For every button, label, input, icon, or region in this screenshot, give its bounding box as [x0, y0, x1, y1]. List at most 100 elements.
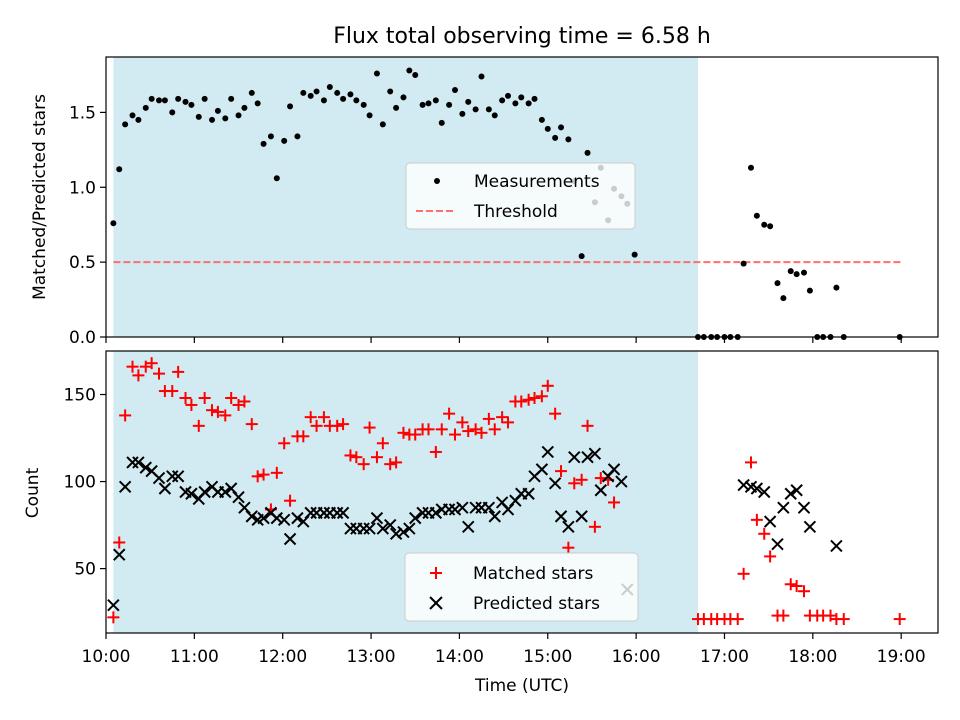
measurement-point — [347, 91, 354, 98]
predicted-star-point — [344, 522, 357, 535]
measurement-point — [307, 92, 314, 99]
measurement-point — [393, 104, 400, 111]
measurement-point — [451, 86, 458, 93]
matched-star-point — [475, 426, 488, 439]
predicted-star-point — [132, 456, 145, 469]
measurement-point — [241, 104, 248, 111]
matched-star-point — [337, 418, 350, 431]
predicted-star-point — [245, 510, 258, 523]
measurement-point — [161, 97, 168, 104]
predicted-star-point — [158, 482, 172, 495]
matched-star-point — [594, 472, 607, 485]
predicted-star-point — [416, 506, 429, 520]
matched-star-point — [270, 466, 283, 479]
measurement-point — [472, 106, 479, 113]
x-tick-label: 12:00 — [258, 647, 307, 667]
matched-star-point — [443, 407, 456, 420]
predicted-star-point — [469, 501, 482, 514]
top-panel: 0.0 0.5 1.0 1.5 Matched/Predicted stars Mea… — [30, 56, 939, 348]
matched-star-point — [331, 419, 344, 432]
measurement-point — [110, 220, 117, 227]
measurement-point — [360, 101, 367, 108]
measurement-point — [214, 107, 221, 114]
predicted-star-point — [482, 501, 496, 514]
matched-star-point — [528, 392, 541, 404]
predicted-star-point — [488, 510, 501, 523]
matched-star-point — [496, 411, 509, 424]
matched-star-point — [363, 421, 376, 434]
measurement-point — [425, 100, 432, 107]
measurement-point — [505, 92, 512, 99]
matched-star-point — [456, 416, 469, 429]
predicted-star-point — [541, 445, 554, 459]
bottom-legend: Matched stars Predicted stars — [404, 552, 639, 622]
matched-star-point — [482, 412, 495, 425]
y-tick-label: 1.5 — [69, 103, 96, 123]
matched-star-point — [784, 578, 797, 591]
matched-star-point — [370, 451, 383, 464]
predicted-star-point — [152, 471, 166, 485]
matched-star-point — [448, 428, 461, 441]
plot-frame — [105, 350, 939, 634]
matched-star-point — [422, 423, 435, 436]
measurement-point — [209, 116, 216, 123]
predicted-star-point — [270, 511, 284, 525]
matched-legend-label: Matched stars — [473, 564, 593, 584]
measurement-point — [774, 280, 781, 287]
bottom-panel: 50 100 150 10:00 11:00 12:00 13:00 14:00 15:00 16… — [23, 350, 939, 696]
matched-star-point — [515, 395, 528, 408]
bottom-y-axis-label: Count — [23, 467, 43, 518]
predicted-star-point — [336, 506, 350, 520]
matched-star-point — [893, 613, 906, 626]
measurement-point — [228, 95, 235, 102]
measurement-point — [740, 260, 747, 267]
predicted-star-point — [737, 478, 750, 492]
measurement-point — [525, 100, 532, 107]
matched-star-point — [225, 392, 238, 404]
predicted-star-point — [389, 527, 403, 540]
predicted-star-point — [607, 463, 621, 476]
predicted-star-point — [363, 522, 376, 535]
matched-star-point — [317, 411, 330, 424]
predicted-legend-label: Predicted stars — [473, 594, 600, 614]
measurement-point — [387, 88, 394, 95]
measurement-point — [761, 221, 768, 228]
matched-star-point — [284, 494, 297, 507]
matched-star-point — [310, 419, 323, 432]
matched-star-point — [132, 369, 145, 382]
matched-star-point — [744, 456, 757, 469]
matched-star-point — [562, 541, 575, 554]
bottom-legend-box — [404, 552, 639, 622]
predicted-star-point — [113, 548, 126, 561]
matched-star-point — [107, 611, 120, 624]
measurement-point — [142, 104, 149, 111]
matched-star-point — [462, 425, 475, 438]
matched-star-point — [555, 465, 568, 478]
predicted-star-point — [397, 525, 410, 539]
measurement-point — [260, 140, 267, 147]
predicted-star-point — [462, 520, 475, 534]
matched-star-point — [278, 437, 291, 450]
measurement-point — [747, 164, 754, 171]
matched-star-point — [185, 398, 198, 411]
x-tick-label: 18:00 — [788, 647, 837, 667]
predicted-star-point — [554, 510, 568, 523]
measurement-point — [412, 71, 419, 78]
matched-star-point — [304, 411, 317, 424]
predicted-star-point — [370, 511, 384, 525]
matched-star-point — [344, 449, 357, 462]
predicted-star-point — [232, 491, 245, 504]
measurement-point — [552, 134, 559, 141]
predicted-star-point — [107, 598, 120, 612]
top-y-axis-label: Matched/Predicted stars — [30, 94, 50, 300]
matched-star-point — [245, 418, 258, 431]
x-tick-label: 13:00 — [347, 647, 396, 667]
measurement-point — [116, 166, 123, 173]
predicted-star-point — [291, 511, 304, 525]
matched-star-point — [251, 470, 264, 483]
measurement-point — [531, 95, 538, 102]
predicted-star-point — [442, 503, 456, 516]
measurement-point — [281, 137, 288, 144]
predicted-star-point — [166, 470, 179, 483]
